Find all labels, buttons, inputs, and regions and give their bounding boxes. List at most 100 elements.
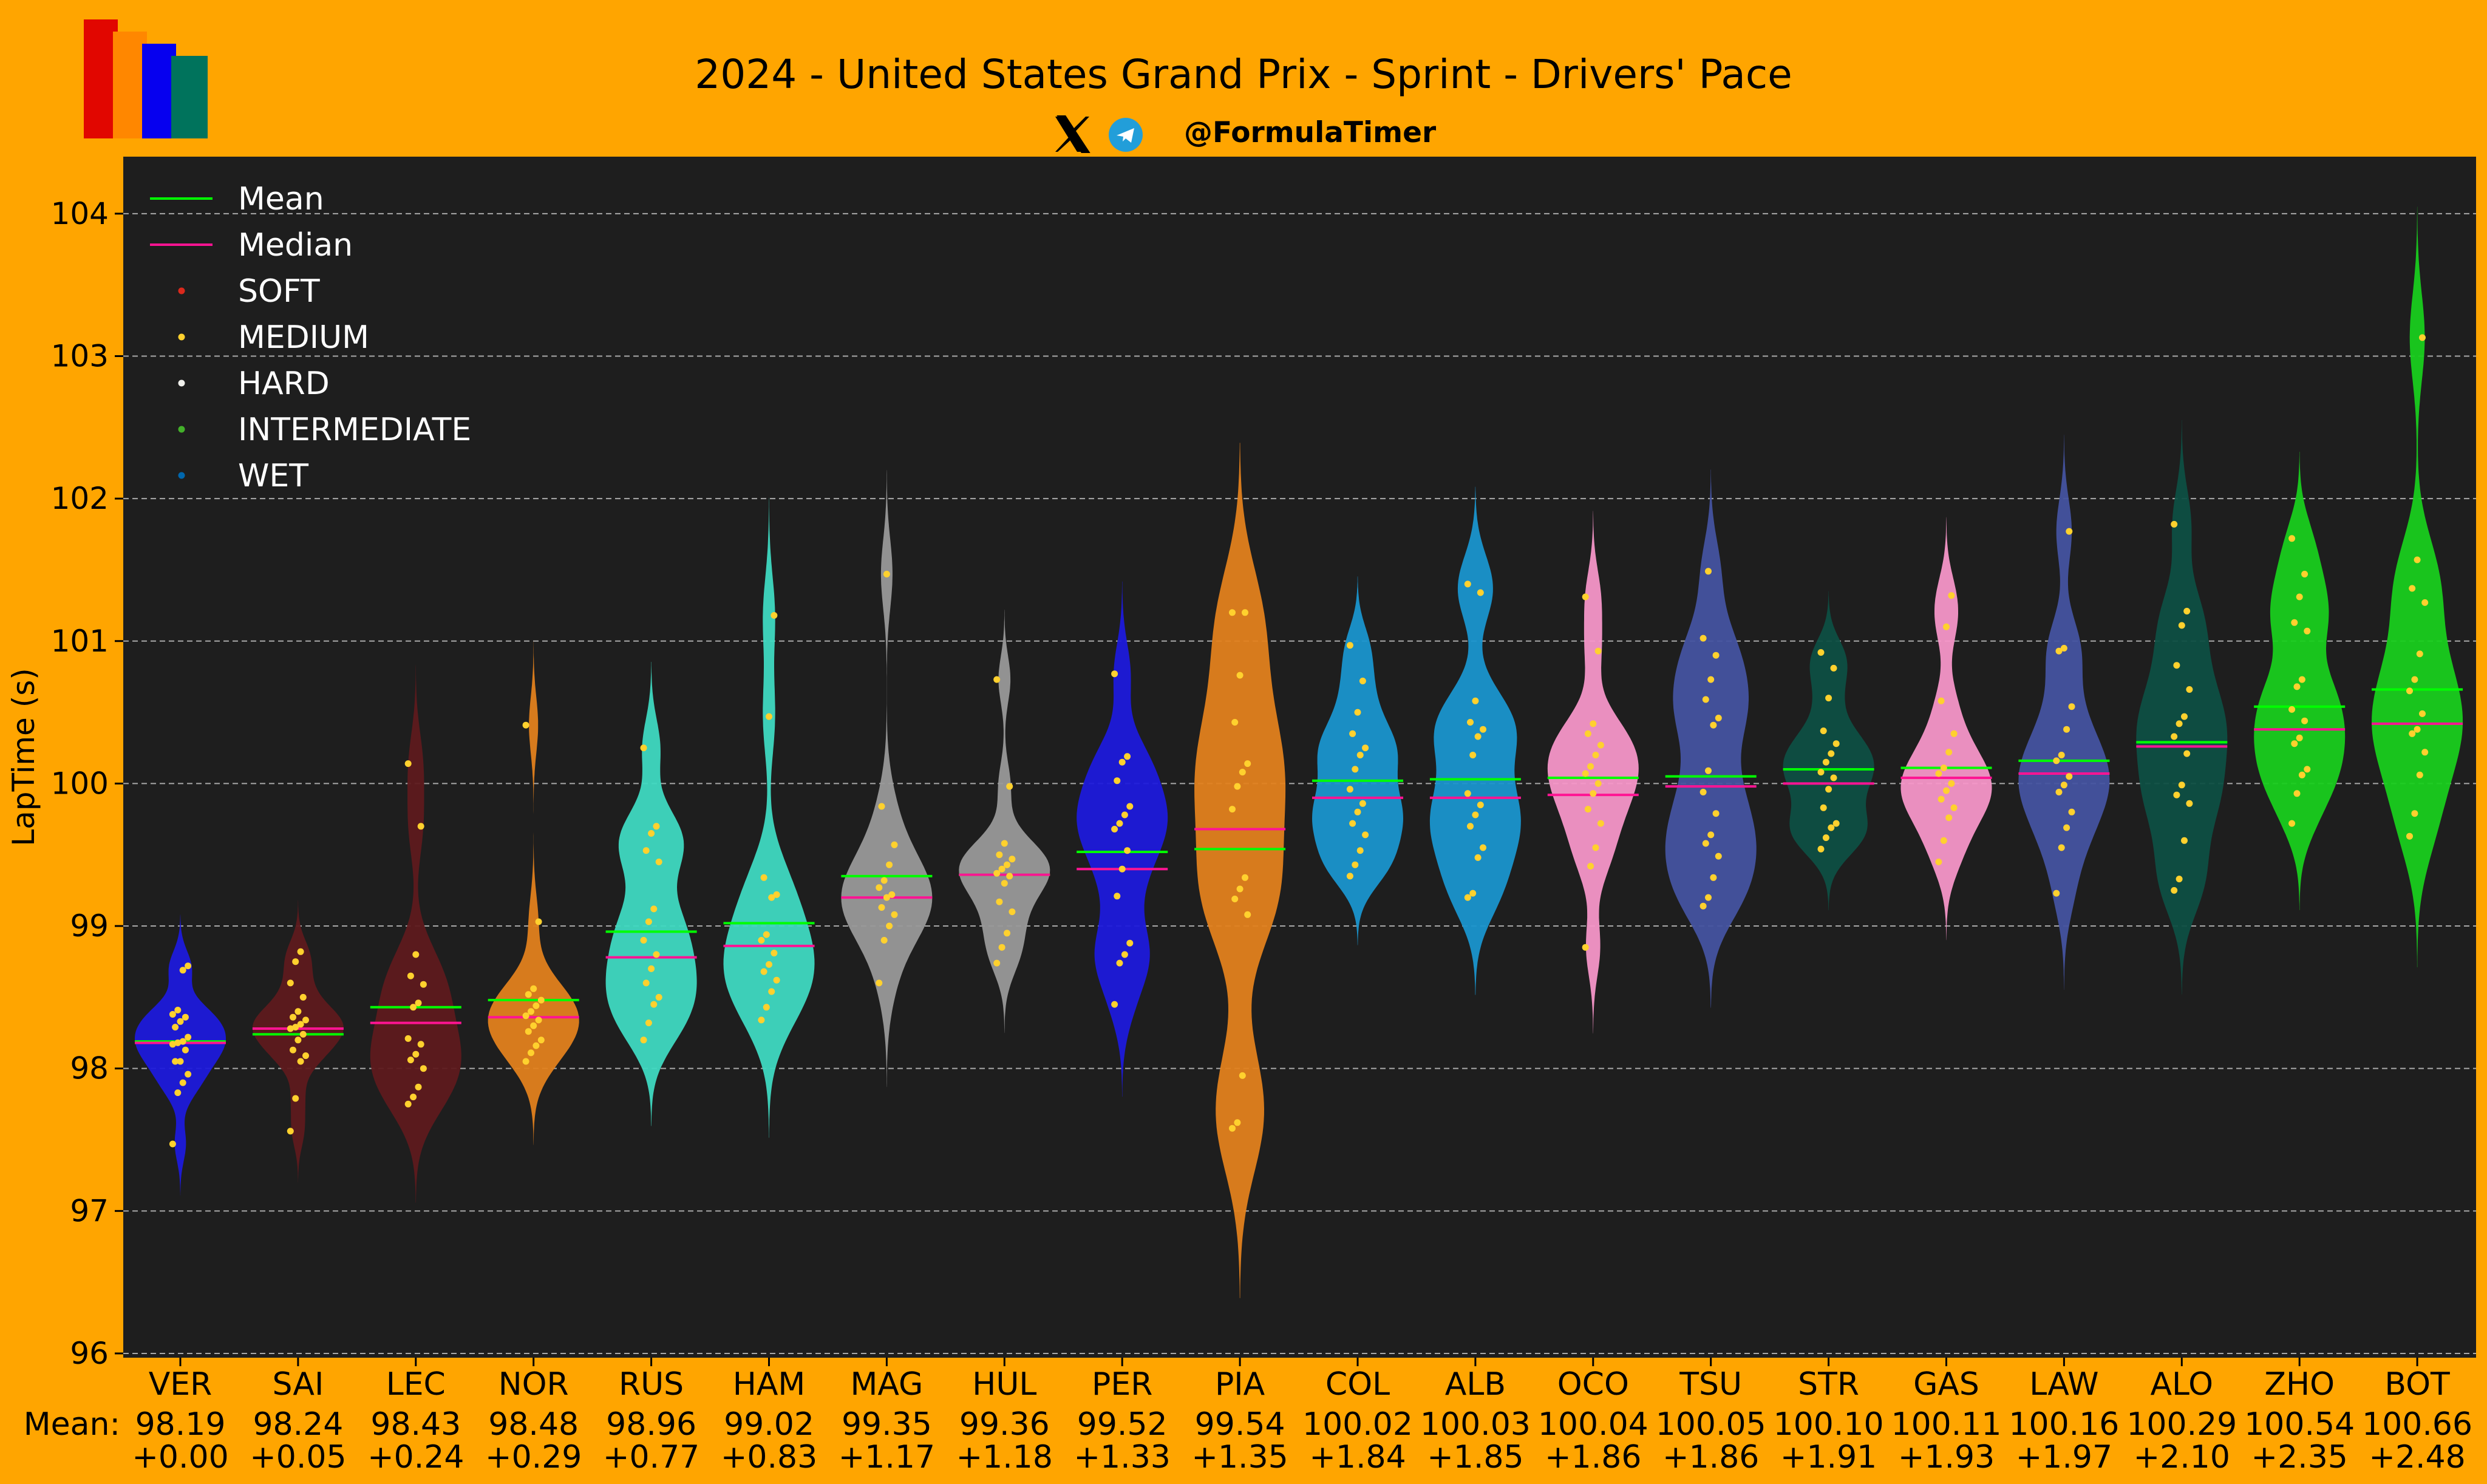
lap-point (1239, 1072, 1246, 1079)
lap-point (2178, 622, 2185, 629)
lap-point (1118, 865, 1126, 873)
lap-point (2183, 608, 2191, 614)
lap-point (530, 985, 537, 992)
y-tick-label: 98 (70, 1051, 109, 1086)
lap-point (287, 1025, 294, 1032)
mean-value-label: 98.19 (135, 1406, 226, 1443)
lap-point (525, 991, 532, 998)
lap-point (763, 1004, 770, 1011)
lap-point (2414, 726, 2421, 733)
lap-point (642, 847, 650, 854)
lap-point (1111, 670, 1118, 678)
x-tick-label: SAI (272, 1366, 324, 1403)
x-logo-icon (1055, 115, 1090, 153)
lap-point (1236, 672, 1244, 679)
lap-point (1699, 902, 1707, 910)
lap-point (302, 1016, 309, 1024)
lap-point (292, 1024, 299, 1031)
x-tick-label: MAG (850, 1366, 923, 1403)
lap-point (1464, 790, 1471, 797)
lap-point (1938, 697, 1945, 704)
lap-point (1121, 951, 1128, 958)
lap-point (1820, 804, 1827, 811)
lap-point (1948, 592, 1955, 599)
lap-point (522, 721, 529, 729)
gap-value-label: +1.85 (1427, 1439, 1523, 1475)
lap-point (185, 1070, 192, 1078)
lap-point (768, 894, 775, 901)
lap-point (182, 1013, 189, 1021)
lap-point (2406, 832, 2413, 840)
gap-value-label: +2.35 (2251, 1439, 2348, 1475)
y-tick-label: 99 (70, 908, 109, 944)
mean-value-label: 100.66 (2362, 1406, 2472, 1443)
lap-point (1234, 1119, 1241, 1126)
lap-point (891, 841, 898, 848)
x-tick-label: HUL (972, 1366, 1036, 1403)
lap-point (2066, 773, 2073, 780)
lap-point (177, 1018, 184, 1025)
lap-point (1234, 783, 1241, 790)
lap-point (1480, 726, 1486, 733)
lap-point (1825, 786, 1832, 793)
y-tick-label: 102 (51, 481, 109, 516)
lap-point (2288, 535, 2296, 542)
x-tick-label: HAM (733, 1366, 806, 1403)
lap-point (2171, 733, 2178, 740)
lap-point (650, 905, 658, 913)
legend-label: SOFT (238, 273, 320, 310)
lap-point (2173, 662, 2180, 669)
lap-point (1705, 568, 1712, 575)
lap-point (888, 891, 896, 898)
gap-value-label: +1.33 (1074, 1439, 1171, 1475)
mean-value-label: 100.11 (1891, 1406, 2002, 1443)
lap-point (1001, 840, 1008, 847)
lap-point (998, 865, 1005, 873)
lap-point (532, 1042, 540, 1049)
lap-point (1464, 894, 1471, 901)
lap-point (1817, 845, 1825, 853)
mean-value-label: 100.04 (1538, 1406, 1648, 1443)
gap-value-label: +1.84 (1309, 1439, 1406, 1475)
lap-point (1006, 783, 1013, 790)
lap-point (2060, 781, 2067, 789)
lap-point (404, 760, 412, 768)
lap-point (1346, 786, 1353, 793)
x-tick-label: TSU (1679, 1366, 1742, 1403)
gap-value-label: +2.48 (2369, 1439, 2465, 1475)
lap-point (1702, 840, 1709, 847)
lap-point (1006, 873, 1013, 880)
lap-point (1116, 959, 1123, 967)
lap-point (1817, 649, 1825, 656)
lap-point (1943, 787, 1950, 794)
x-tick-label: COL (1325, 1366, 1390, 1403)
lap-point (998, 944, 1005, 951)
lap-point (768, 988, 775, 995)
lap-point (1356, 847, 1364, 854)
lap-point (1592, 752, 1599, 758)
lap-point (2176, 720, 2183, 727)
lap-point (2293, 790, 2301, 797)
lap-point (2304, 766, 2311, 773)
lap-point (2058, 844, 2065, 851)
lap-point (2068, 808, 2075, 815)
legend-label: Median (238, 227, 353, 264)
lap-point (1828, 750, 1835, 757)
y-tick-label: 103 (51, 338, 109, 373)
lap-point (876, 884, 883, 891)
lap-point (766, 961, 772, 968)
lap-point (294, 1036, 302, 1044)
lap-point (1935, 859, 1942, 865)
lap-point (299, 1030, 307, 1038)
lap-point (2301, 571, 2308, 577)
x-tick-label: RUS (619, 1366, 684, 1403)
lap-point (2406, 687, 2413, 695)
lap-point (2288, 820, 2296, 827)
gap-value-label: +1.97 (2016, 1439, 2112, 1475)
lap-point (2296, 734, 2303, 741)
lap-point (1009, 856, 1016, 863)
lap-point (891, 911, 898, 918)
lap-point (1584, 806, 1591, 813)
lap-point (1349, 820, 1356, 827)
violin-rus (605, 662, 697, 1126)
